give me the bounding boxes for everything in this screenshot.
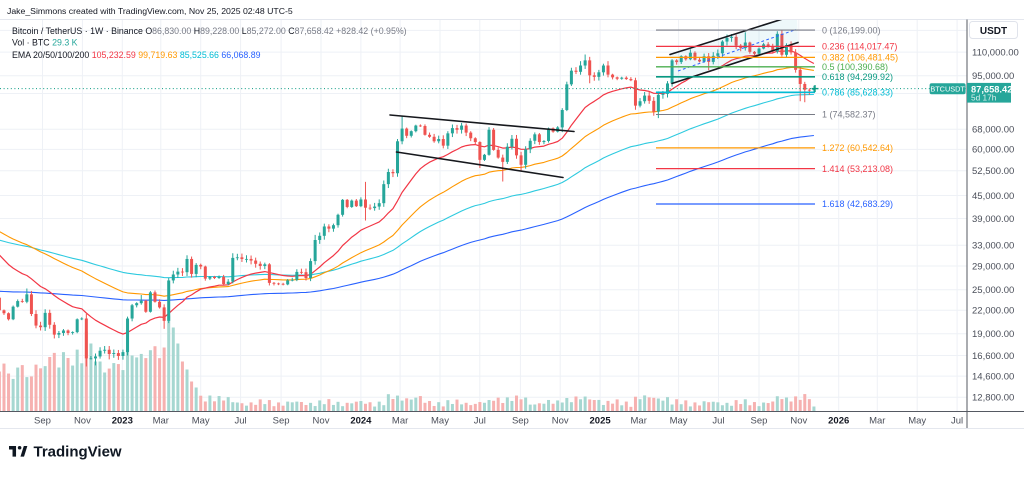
svg-text:Mar: Mar — [631, 416, 647, 427]
svg-text:Jake_Simmons created with Trad: Jake_Simmons created with TradingView.co… — [7, 6, 293, 16]
svg-text:68,000.00: 68,000.00 — [972, 125, 1014, 136]
svg-text:0.382 (106,481.45): 0.382 (106,481.45) — [822, 53, 898, 63]
svg-text:39,000.00: 39,000.00 — [972, 214, 1014, 225]
svg-text:60,000.00: 60,000.00 — [972, 145, 1014, 156]
svg-text:0 (126,199.00): 0 (126,199.00) — [822, 25, 881, 35]
svg-text:2024: 2024 — [350, 416, 372, 427]
svg-text:25,000.00: 25,000.00 — [972, 285, 1014, 296]
svg-text:2026: 2026 — [828, 416, 849, 427]
svg-text:0.5 (100,390.68): 0.5 (100,390.68) — [822, 62, 888, 72]
svg-text:Sep: Sep — [512, 416, 529, 427]
svg-text:TradingView: TradingView — [34, 444, 122, 461]
svg-text:May: May — [431, 416, 449, 427]
svg-text:0.786 (85,628.33): 0.786 (85,628.33) — [822, 88, 893, 98]
svg-text:33,000.00: 33,000.00 — [972, 241, 1014, 252]
svg-text:Nov: Nov — [552, 416, 569, 427]
svg-text:1.272 (60,542.64): 1.272 (60,542.64) — [822, 143, 893, 153]
svg-text:Mar: Mar — [392, 416, 408, 427]
svg-text:EMA 20/50/100/200 105,232.59 9: EMA 20/50/100/200 105,232.59 99,719.63 8… — [12, 50, 261, 60]
svg-text:Mar: Mar — [153, 416, 169, 427]
svg-text:29,000.00: 29,000.00 — [972, 261, 1014, 272]
svg-text:May: May — [908, 416, 926, 427]
svg-text:Bitcoin / TetherUS · 1W · Bina: Bitcoin / TetherUS · 1W · Binance O86,83… — [12, 26, 407, 36]
svg-text:95,000.00: 95,000.00 — [972, 71, 1014, 82]
svg-text:Sep: Sep — [273, 416, 290, 427]
svg-text:May: May — [192, 416, 210, 427]
svg-text:1.414 (53,213.08): 1.414 (53,213.08) — [822, 164, 893, 174]
svg-text:2025: 2025 — [590, 416, 612, 427]
svg-text:Nov: Nov — [74, 416, 91, 427]
svg-text:110,000.00: 110,000.00 — [972, 47, 1019, 58]
svg-text:Mar: Mar — [869, 416, 885, 427]
svg-text:Jul: Jul — [712, 416, 724, 427]
svg-text:Sep: Sep — [751, 416, 768, 427]
svg-text:Jul: Jul — [474, 416, 486, 427]
svg-text:1 (74,582.37): 1 (74,582.37) — [822, 110, 876, 120]
svg-text:12,800.00: 12,800.00 — [972, 393, 1014, 404]
svg-text:1.618 (42,683.29): 1.618 (42,683.29) — [822, 199, 893, 209]
svg-text:Nov: Nov — [790, 416, 807, 427]
svg-text:2023: 2023 — [112, 416, 133, 427]
svg-text:87,658.42: 87,658.42 — [971, 84, 1012, 94]
svg-text:Jul: Jul — [235, 416, 247, 427]
svg-text:USDT: USDT — [980, 26, 1007, 37]
svg-text:19,000.00: 19,000.00 — [972, 329, 1014, 340]
svg-text:May: May — [670, 416, 688, 427]
svg-text:5d 17h: 5d 17h — [971, 92, 997, 102]
svg-text:0.236 (114,017.47): 0.236 (114,017.47) — [822, 42, 897, 52]
svg-text:14,600.00: 14,600.00 — [972, 371, 1014, 382]
svg-text:Sep: Sep — [34, 416, 51, 427]
svg-text:Nov: Nov — [313, 416, 330, 427]
svg-text:52,500.00: 52,500.00 — [972, 166, 1014, 177]
svg-text:0.618 (94,299.92): 0.618 (94,299.92) — [822, 72, 893, 82]
svg-text:16,600.00: 16,600.00 — [972, 351, 1014, 362]
svg-text:Jul: Jul — [951, 416, 963, 427]
svg-text:45,000.00: 45,000.00 — [972, 191, 1014, 202]
svg-text:BTCUSDT: BTCUSDT — [930, 84, 965, 93]
svg-text:22,000.00: 22,000.00 — [972, 306, 1014, 317]
svg-text:Vol · BTC 29.3 K: Vol · BTC 29.3 K — [12, 38, 78, 48]
